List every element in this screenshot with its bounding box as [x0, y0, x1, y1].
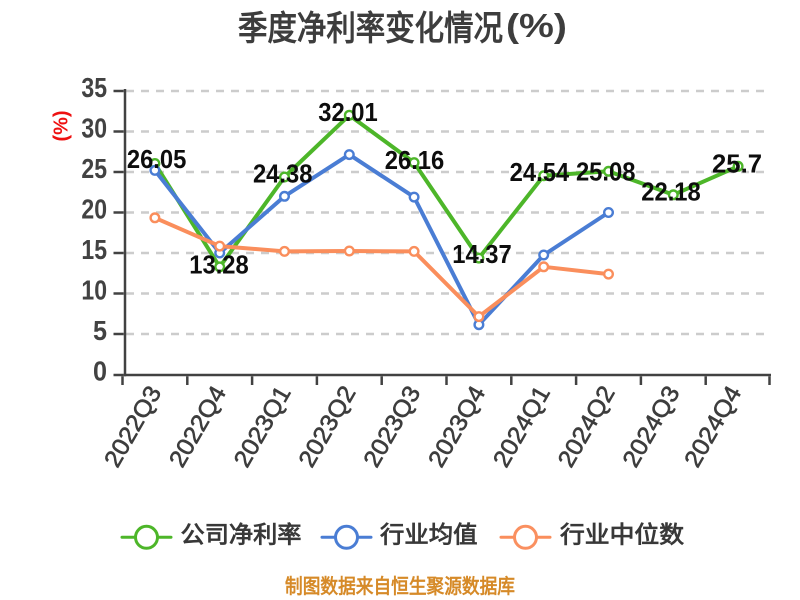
svg-text:25.08: 25.08: [576, 159, 636, 187]
svg-text:14.37: 14.37: [452, 241, 512, 269]
svg-text:季度净利率变化情况: 季度净利率变化情况: [238, 10, 503, 48]
svg-text:2023Q2: 2023Q2: [294, 382, 362, 473]
svg-text:26.05: 26.05: [127, 146, 187, 174]
svg-text:2022Q3: 2022Q3: [99, 382, 167, 473]
svg-text:2024Q4: 2024Q4: [679, 382, 747, 473]
svg-text:行业均值: 行业均值: [379, 521, 478, 548]
svg-text:5: 5: [93, 315, 107, 346]
svg-text:32.01: 32.01: [318, 99, 378, 127]
svg-text:30: 30: [81, 113, 107, 144]
svg-text:2024Q3: 2024Q3: [618, 382, 686, 473]
svg-text:行业中位数: 行业中位数: [559, 521, 685, 548]
svg-text:25.7: 25.7: [712, 151, 762, 179]
svg-text:22.18: 22.18: [641, 178, 701, 206]
svg-text:35: 35: [81, 72, 107, 103]
svg-text:2023Q1: 2023Q1: [229, 382, 297, 473]
svg-text:公司净利率: 公司净利率: [181, 521, 302, 548]
svg-text:(%): (%): [50, 110, 72, 141]
svg-text:0: 0: [93, 356, 107, 387]
svg-text:2023Q3: 2023Q3: [358, 382, 426, 473]
svg-text:制图数据来自恒生聚源数据库: 制图数据来自恒生聚源数据库: [285, 574, 515, 598]
svg-text:2024Q1: 2024Q1: [488, 382, 556, 473]
svg-text:(%): (%): [506, 7, 567, 44]
svg-text:24.54: 24.54: [510, 159, 570, 187]
svg-text:26.16: 26.16: [385, 147, 445, 175]
svg-text:15: 15: [81, 234, 107, 265]
svg-text:10: 10: [81, 275, 107, 306]
svg-text:24.38: 24.38: [253, 161, 313, 189]
svg-text:2022Q4: 2022Q4: [164, 382, 232, 473]
svg-text:2024Q2: 2024Q2: [553, 382, 621, 473]
svg-text:20: 20: [81, 194, 107, 225]
svg-text:13.28: 13.28: [189, 252, 249, 280]
svg-text:2023Q4: 2023Q4: [423, 382, 491, 473]
svg-text:25: 25: [81, 153, 107, 184]
